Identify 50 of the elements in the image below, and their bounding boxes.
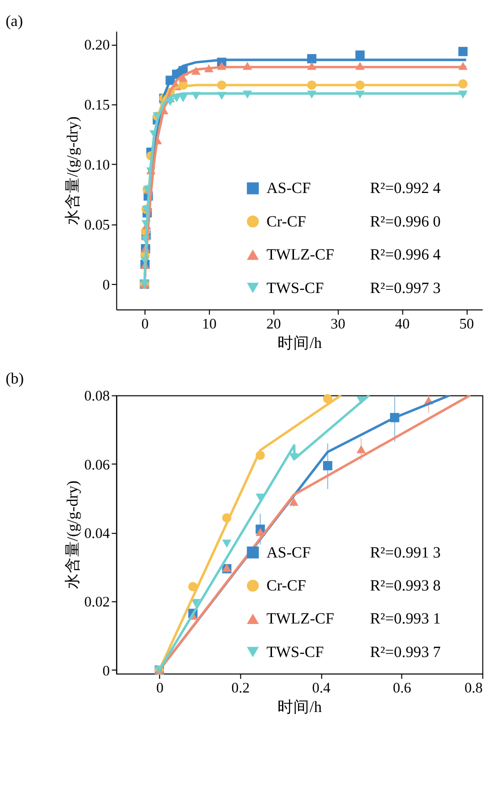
- point: [323, 394, 332, 404]
- point: [191, 599, 200, 608]
- point: [289, 498, 298, 506]
- legend-label: TWS-CF: [266, 280, 324, 297]
- legend-label: Cr-CF: [266, 578, 306, 595]
- chart-title: (a): [6, 13, 23, 30]
- x-axis-title: 时间/h: [278, 698, 322, 716]
- legend-label: AS-CF: [266, 180, 312, 198]
- annotation: R²=0.996 4: [370, 246, 441, 264]
- legend-label: Cr-CF: [266, 213, 306, 230]
- y-tick-label: 0: [102, 663, 110, 680]
- x-tick-label: 0.2: [231, 680, 250, 697]
- x-tick-label: 0.6: [392, 680, 412, 697]
- y-tick-label: 0.06: [84, 457, 110, 474]
- y-tick-label: 0.02: [84, 594, 110, 611]
- x-tick-label: 10: [202, 316, 217, 332]
- x-tick-label: 30: [330, 316, 346, 332]
- x-tick-label: 0.4: [312, 680, 332, 697]
- y-tick-label: 0: [102, 278, 110, 294]
- x-tick-label: 20: [266, 316, 281, 332]
- annotation: R²=0.992 4: [370, 180, 441, 198]
- y-tick-label: 0.15: [84, 98, 110, 114]
- y-tick-label: 0.04: [84, 526, 111, 542]
- x-tick-label: 0: [141, 316, 149, 332]
- x-tick-label: 0: [156, 680, 164, 697]
- legend-label: TWLZ-CF: [266, 610, 334, 628]
- point: [222, 540, 232, 548]
- x-axis-title: 时间/h: [278, 334, 322, 352]
- point: [356, 445, 366, 454]
- y-tick-label: 0.08: [84, 388, 110, 405]
- x-tick-label: 0.8: [464, 680, 483, 697]
- y-axis-title: 水含量/(g/g-dry): [63, 480, 82, 590]
- x-tick-label: 50: [459, 316, 474, 332]
- legend-label: AS-CF: [266, 544, 312, 562]
- x-tick-label: 40: [395, 316, 410, 332]
- chart-title: (b): [6, 370, 24, 388]
- annotation: R²=0.991 3: [370, 544, 441, 562]
- point: [323, 461, 332, 470]
- annotation: R²=0.997 3: [370, 280, 441, 297]
- y-tick-label: 0.20: [84, 38, 110, 54]
- y-tick-label: 0.05: [84, 218, 110, 234]
- point: [458, 46, 468, 56]
- annotation: R²=0.993 8: [370, 578, 441, 595]
- legend-label: TWLZ-CF: [266, 246, 334, 264]
- legend-label: TWS-CF: [266, 644, 324, 661]
- y-tick-label: 0.10: [84, 158, 110, 174]
- annotation: R²=0.996 0: [370, 213, 441, 230]
- annotation: R²=0.993 1: [370, 610, 441, 628]
- y-axis-title: 水含量/(g/g-dry): [63, 116, 82, 226]
- annotation: R²=0.993 7: [370, 644, 441, 661]
